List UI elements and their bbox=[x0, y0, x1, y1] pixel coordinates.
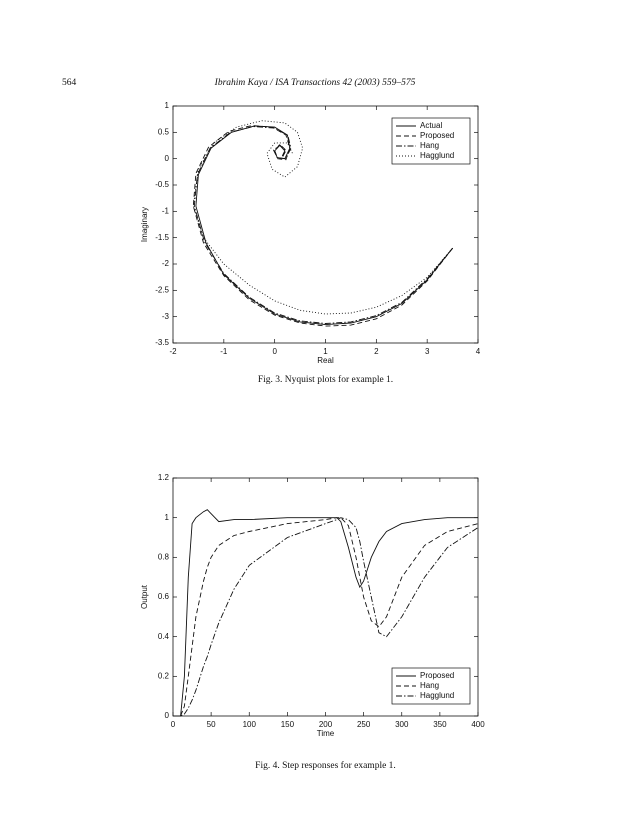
y-tick-label: 1.2 bbox=[158, 473, 170, 482]
x-tick-label: 350 bbox=[433, 720, 447, 729]
x-tick-label: 0 bbox=[272, 347, 277, 356]
x-tick-label: 100 bbox=[243, 720, 257, 729]
y-tick-label: 0 bbox=[165, 711, 170, 720]
y-tick-label: 0.4 bbox=[158, 632, 170, 641]
x-tick-label: -1 bbox=[220, 347, 228, 356]
legend-box bbox=[391, 667, 471, 705]
x-tick-label: -2 bbox=[169, 347, 177, 356]
y-tick-label: 0 bbox=[165, 154, 170, 163]
x-tick-label: 2 bbox=[374, 347, 379, 356]
y-tick-label: 0.5 bbox=[158, 127, 170, 136]
data-line bbox=[192, 120, 453, 315]
y-tick-label: 1 bbox=[165, 513, 170, 522]
y-tick-label: 0.2 bbox=[158, 671, 170, 680]
y-tick-label: -0.5 bbox=[155, 180, 169, 189]
legend-label: Hang bbox=[420, 681, 439, 690]
y-tick-label: -1.5 bbox=[155, 233, 169, 242]
x-axis-label: Time bbox=[317, 729, 335, 738]
figure-caption: Fig. 3. Nyquist plots for example 1. bbox=[258, 374, 393, 385]
data-line bbox=[173, 517, 479, 717]
x-tick-label: 200 bbox=[319, 720, 333, 729]
x-tick-label: 150 bbox=[281, 720, 295, 729]
x-axis-label: Real bbox=[317, 356, 334, 365]
x-tick-label: 250 bbox=[357, 720, 371, 729]
data-line bbox=[193, 126, 453, 324]
legend-label: Proposed bbox=[420, 671, 454, 680]
legend-label: Actual bbox=[420, 121, 442, 130]
y-tick-label: 0.8 bbox=[158, 552, 170, 561]
x-tick-label: 400 bbox=[471, 720, 485, 729]
y-tick-label: 0.6 bbox=[158, 592, 170, 601]
x-tick-label: 50 bbox=[207, 720, 216, 729]
y-tick-label: -2.5 bbox=[155, 285, 169, 294]
y-tick-label: -3 bbox=[162, 312, 170, 321]
x-tick-label: 3 bbox=[425, 347, 430, 356]
x-tick-label: 0 bbox=[171, 720, 176, 729]
running-title: Ibrahim Kaya / ISA Transactions 42 (2003… bbox=[214, 77, 416, 88]
data-line bbox=[173, 517, 479, 717]
y-axis-label: Output bbox=[140, 584, 149, 609]
x-tick-label: 300 bbox=[395, 720, 409, 729]
data-line bbox=[192, 125, 453, 327]
page-number: 564 bbox=[62, 78, 77, 88]
x-tick-label: 4 bbox=[476, 347, 481, 356]
data-line bbox=[173, 509, 478, 717]
y-tick-label: -1 bbox=[162, 206, 170, 215]
y-tick-label: -3.5 bbox=[155, 338, 169, 347]
y-tick-label: -2 bbox=[162, 259, 170, 268]
y-tick-label: 1 bbox=[165, 101, 170, 110]
x-tick-label: 1 bbox=[323, 347, 328, 356]
figure-caption: Fig. 4. Step responses for example 1. bbox=[255, 760, 396, 771]
y-axis-label: Imaginary bbox=[140, 207, 149, 242]
legend-label: Proposed bbox=[420, 131, 454, 140]
legend-label: Hagglund bbox=[420, 691, 454, 700]
legend-label: Hang bbox=[420, 141, 439, 150]
legend-label: Hagglund bbox=[420, 151, 454, 160]
